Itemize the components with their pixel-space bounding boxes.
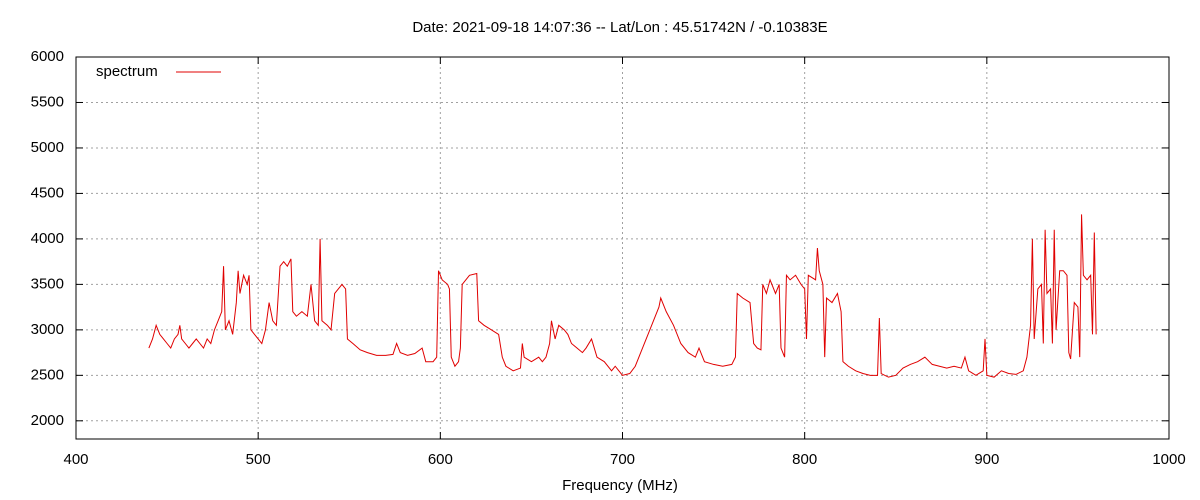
y-tick-label: 4000 [31, 230, 64, 247]
x-tick-label: 600 [428, 451, 453, 468]
x-tick-label: 1000 [1152, 451, 1185, 468]
y-tick-label: 5000 [31, 139, 64, 156]
plot-frame [75, 56, 1170, 440]
y-tick-label: 4500 [31, 184, 64, 201]
x-tick-label: 400 [63, 451, 88, 468]
x-tick-label: 500 [246, 451, 271, 468]
legend-label: spectrum [96, 63, 158, 80]
chart-title: Date: 2021-09-18 14:07:36 -- Lat/Lon : 4… [412, 19, 827, 36]
y-tick-label: 3500 [31, 275, 64, 292]
x-tick-label: 800 [792, 451, 817, 468]
y-tick-label: 5500 [31, 93, 64, 110]
y-tick-label: 2500 [31, 366, 64, 383]
x-tick-label: 700 [610, 451, 635, 468]
x-axis-label: Frequency (MHz) [562, 477, 678, 494]
line-series [148, 214, 1097, 378]
x-tick-label: 900 [974, 451, 999, 468]
y-tick-label: 3000 [31, 321, 64, 338]
y-tick-label: 2000 [31, 412, 64, 429]
y-tick-label: 6000 [31, 48, 64, 65]
